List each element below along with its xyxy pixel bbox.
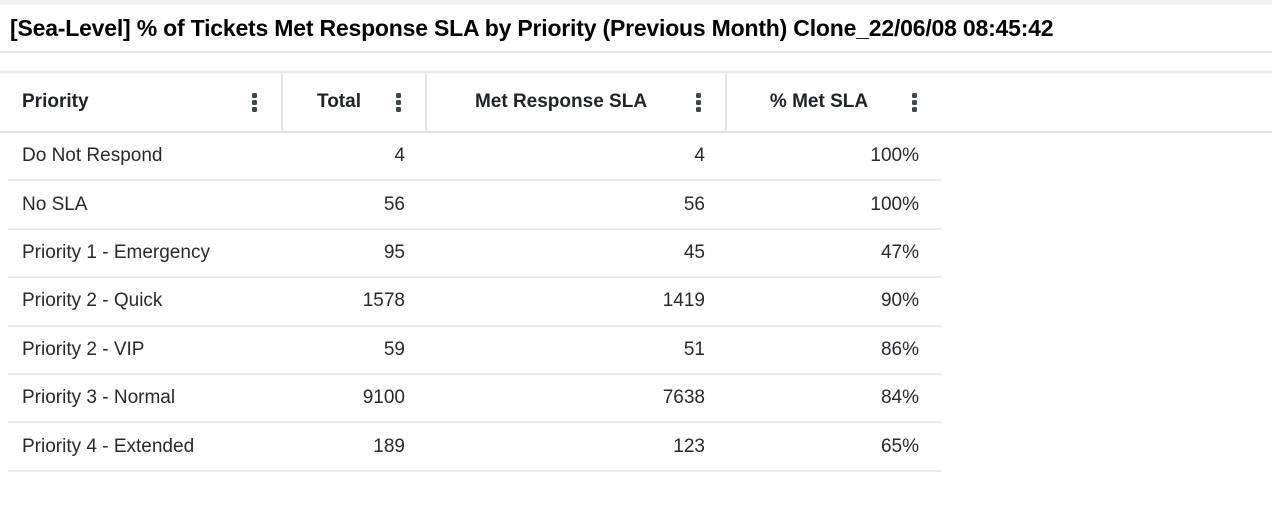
total-cell: 9100 bbox=[362, 387, 405, 409]
column-header-total[interactable]: Total bbox=[283, 73, 427, 131]
pct-met-sla-cell: 86% bbox=[880, 338, 919, 360]
column-header-label: % Met SLA bbox=[769, 91, 869, 112]
table-row: Priority 4 - Extended 189 123 65% bbox=[8, 423, 941, 472]
priority-cell: Priority 4 - Extended bbox=[22, 435, 195, 457]
priority-cell: Priority 1 - Emergency bbox=[22, 241, 210, 263]
column-header-label: Total bbox=[317, 91, 361, 112]
pct-met-sla-cell: 84% bbox=[880, 387, 919, 409]
met-response-sla-cell: 45 bbox=[683, 241, 705, 263]
table-row: No SLA 56 56 100% bbox=[8, 181, 941, 230]
pct-met-sla-cell: 90% bbox=[880, 290, 919, 312]
priority-cell: Do Not Respond bbox=[22, 145, 163, 167]
column-header-met-response-sla[interactable]: Met Response SLA bbox=[427, 73, 727, 131]
total-cell: 189 bbox=[373, 435, 405, 457]
table-row: Priority 1 - Emergency 95 45 47% bbox=[8, 229, 941, 279]
total-cell: 95 bbox=[383, 241, 405, 263]
priority-cell: No SLA bbox=[22, 193, 88, 215]
met-response-sla-cell: 51 bbox=[683, 338, 705, 360]
column-menu-kebab-icon[interactable] bbox=[696, 92, 701, 112]
panel-title: [Sea-Level] % of Tickets Met Response SL… bbox=[10, 14, 1054, 41]
table-row: Priority 2 - Quick 1578 1419 90% bbox=[8, 278, 941, 327]
table-body: Do Not Respond 4 4 100% No SLA 56 56 100… bbox=[8, 133, 941, 472]
table-row: Priority 3 - Normal 9100 7638 84% bbox=[8, 374, 941, 424]
priority-cell: Priority 2 - Quick bbox=[22, 290, 163, 312]
column-menu-kebab-icon[interactable] bbox=[252, 92, 257, 112]
total-cell: 56 bbox=[383, 193, 405, 215]
pct-met-sla-cell: 47% bbox=[880, 241, 919, 263]
met-response-sla-cell: 56 bbox=[683, 193, 705, 215]
table-row: Do Not Respond 4 4 100% bbox=[8, 133, 941, 182]
pct-met-sla-cell: 65% bbox=[880, 435, 919, 457]
top-strip bbox=[0, 0, 1272, 5]
priority-cell: Priority 3 - Normal bbox=[22, 387, 176, 409]
column-header-pct-met-sla[interactable]: % Met SLA bbox=[727, 73, 941, 131]
column-menu-kebab-icon[interactable] bbox=[912, 92, 917, 112]
column-header-label: Priority bbox=[22, 91, 89, 112]
met-response-sla-cell: 4 bbox=[694, 145, 705, 167]
table-row: Priority 2 - VIP 59 51 86% bbox=[8, 326, 941, 375]
priority-cell: Priority 2 - VIP bbox=[22, 338, 145, 360]
met-response-sla-cell: 123 bbox=[673, 435, 705, 457]
total-cell: 4 bbox=[394, 145, 405, 167]
column-menu-kebab-icon[interactable] bbox=[396, 92, 401, 112]
pct-met-sla-cell: 100% bbox=[870, 145, 919, 167]
column-header-priority[interactable]: Priority bbox=[8, 73, 283, 131]
met-response-sla-cell: 7638 bbox=[662, 387, 705, 409]
table-header-row: Priority Total Met Response SLA % Met SL… bbox=[0, 71, 1272, 133]
total-cell: 59 bbox=[383, 338, 405, 360]
column-header-label: Met Response SLA bbox=[474, 91, 648, 112]
met-response-sla-cell: 1419 bbox=[662, 290, 705, 312]
total-cell: 1578 bbox=[362, 290, 405, 312]
pct-met-sla-cell: 100% bbox=[870, 193, 919, 215]
panel-header: [Sea-Level] % of Tickets Met Response SL… bbox=[0, 5, 1272, 53]
